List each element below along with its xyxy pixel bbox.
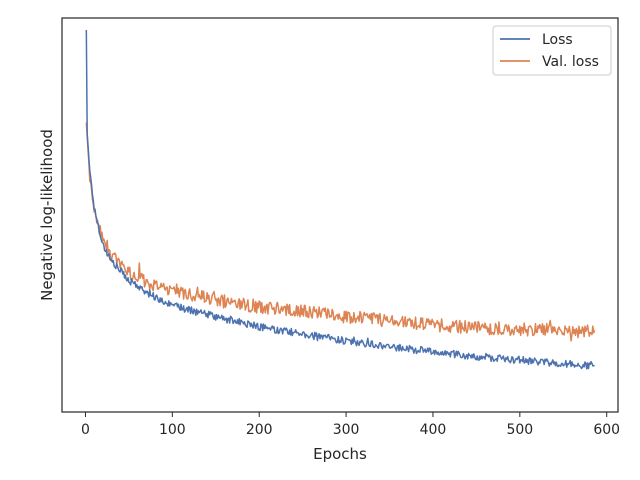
x-tick-label: 400 xyxy=(420,422,447,438)
x-tick-label: 200 xyxy=(246,422,273,438)
legend-label-val-loss: Val. loss xyxy=(542,54,599,70)
x-tick-label: 500 xyxy=(506,422,533,438)
plot-frame xyxy=(61,17,619,413)
x-axis-label: Epochs xyxy=(313,445,367,463)
x-tick-label: 300 xyxy=(333,422,360,438)
series-line-loss xyxy=(85,29,595,370)
x-axis-ticks: 0 100 200 300 400 500 600 xyxy=(81,412,620,438)
y-axis-label: Negative log-likelihood xyxy=(38,129,56,301)
series-line-val-loss xyxy=(85,122,596,342)
plot-lines xyxy=(85,29,596,370)
legend: Loss Val. loss xyxy=(492,25,612,76)
legend-label-loss: Loss xyxy=(542,32,573,48)
x-tick-label: 600 xyxy=(593,422,620,438)
x-tick-label: 0 xyxy=(81,422,90,438)
x-tick-label: 100 xyxy=(159,422,186,438)
